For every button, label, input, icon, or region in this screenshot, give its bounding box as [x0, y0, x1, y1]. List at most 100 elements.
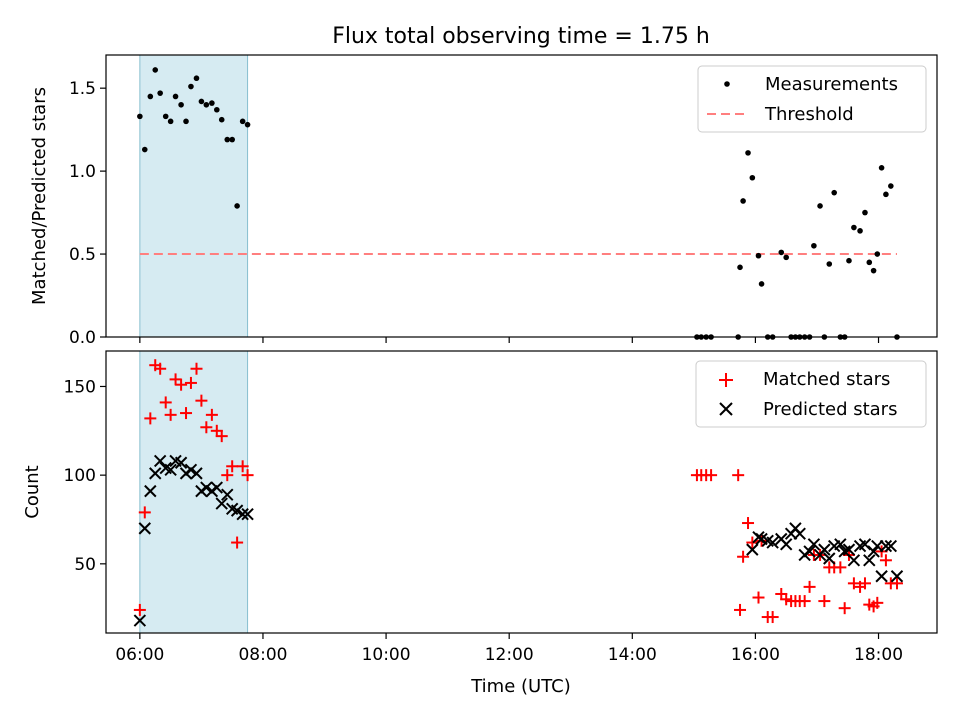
- ratio-ylabel: Matched/Predicted stars: [29, 87, 50, 305]
- predicted-star-point: [133, 614, 147, 627]
- measurement-point: [137, 113, 143, 120]
- measurement-point: [831, 189, 838, 196]
- measurement-point: [167, 118, 174, 125]
- measurement-point: [851, 224, 857, 231]
- y-tick-label: 0.0: [69, 328, 96, 348]
- matched-star-point: [195, 394, 208, 407]
- measurement-point: [188, 83, 194, 90]
- matched-star-point: [818, 595, 831, 608]
- predicted-star-point: [842, 543, 856, 556]
- measurement-point: [749, 174, 756, 181]
- predicted-star-point: [164, 463, 177, 477]
- measurement-point: [874, 251, 881, 257]
- predicted-star-point: [190, 467, 203, 480]
- predicted-star-point: [847, 554, 861, 567]
- y-tick-label: 1.0: [69, 162, 96, 182]
- measurement-point: [888, 183, 894, 189]
- x-tick-label: 08:00: [238, 645, 287, 665]
- measurement-point: [758, 281, 765, 287]
- legend-measurement-marker: [724, 81, 730, 87]
- matched-star-point: [746, 536, 759, 549]
- ratio-axes-frame: [105, 54, 938, 338]
- measurement-points: [137, 67, 900, 340]
- measurement-point: [870, 267, 877, 274]
- count-axes-frame: [105, 350, 938, 634]
- measurement-point: [846, 257, 852, 264]
- matched-star-point: [798, 595, 811, 608]
- matched-star-point: [705, 469, 718, 482]
- matched-star-point: [175, 378, 188, 391]
- matched-star-point: [803, 580, 816, 593]
- legend-matched: Matched stars: [763, 369, 890, 390]
- count-axis-ticks: 50 100 150 06:00 08:00 10:00 12:00 14:00 16:00 18…: [64, 377, 903, 665]
- ratio-panel: 0.0 0.5 1.0 1.5 Matched/Predicted stars Mea…: [29, 54, 938, 348]
- x-tick-label: 14:00: [608, 645, 657, 665]
- matched-star-point: [871, 596, 884, 609]
- measurement-point: [152, 67, 159, 73]
- predicted-star-point: [818, 543, 831, 556]
- predicted-star-point: [149, 467, 162, 480]
- measurement-point: [878, 165, 885, 171]
- y-tick-label: 150: [64, 377, 96, 397]
- predicted-star-point: [823, 552, 836, 565]
- measurement-point: [203, 101, 210, 108]
- chart-title: Flux total observing time = 1.75 h: [332, 24, 710, 49]
- ratio-axis-ticks: 0.0 0.5 1.0 1.5: [69, 79, 880, 348]
- x-tick-label: 16:00: [731, 645, 780, 665]
- legend-predicted-marker: [719, 402, 733, 416]
- matched-star-point: [154, 362, 167, 375]
- measurement-point: [178, 101, 184, 108]
- measurement-point: [141, 146, 148, 153]
- matched-star-point: [734, 603, 747, 616]
- xlabel: Time (UTC): [470, 676, 571, 697]
- matched-star-point: [231, 536, 244, 549]
- predicted-star-point: [875, 570, 888, 583]
- matched-star-point: [159, 396, 172, 409]
- matched-star-point: [200, 421, 213, 434]
- measurement-point: [162, 113, 169, 120]
- matched-star-point: [752, 591, 765, 604]
- matched-star-point: [732, 469, 745, 482]
- predicted-star-point: [779, 538, 793, 551]
- matched-star-point: [190, 362, 203, 375]
- predicted-star-point: [890, 570, 904, 583]
- matched-star-point: [221, 469, 234, 482]
- measurement-point: [147, 93, 154, 100]
- y-tick-label: 100: [64, 466, 96, 486]
- matched-star-point: [838, 602, 851, 615]
- matched-star-point: [144, 412, 157, 425]
- predicted-star-point: [863, 554, 876, 567]
- predicted-star-point: [858, 538, 872, 551]
- matched-star-point: [180, 407, 193, 420]
- matched-star-point: [879, 554, 892, 567]
- matched-star-point: [236, 460, 249, 473]
- matched-star-point: [215, 430, 228, 443]
- measurement-point: [857, 228, 863, 234]
- predicted-star-point: [746, 543, 759, 556]
- measurement-point: [229, 136, 235, 143]
- measurement-point: [826, 261, 833, 267]
- x-tick-label: 10:00: [362, 645, 411, 665]
- x-tick-label: 12:00: [485, 645, 534, 665]
- measurement-point: [755, 252, 762, 259]
- measurement-point: [866, 259, 873, 266]
- predicted-star-point: [210, 481, 224, 494]
- matched-star-point: [742, 517, 755, 530]
- matched-star-point: [205, 408, 218, 421]
- predicted-star-point: [867, 545, 880, 558]
- predicted-star-point: [236, 507, 249, 521]
- predicted-star-point: [221, 488, 234, 501]
- legend-threshold: Threshold: [764, 104, 854, 125]
- measurement-point: [224, 136, 231, 143]
- measurement-point: [214, 106, 220, 113]
- predicted-star-point: [793, 527, 806, 540]
- measurement-point: [783, 254, 789, 261]
- count-legend: Matched stars Predicted stars: [695, 360, 927, 428]
- y-tick-label: 50: [74, 555, 96, 575]
- predicted-star-point: [241, 507, 254, 521]
- measurement-point: [244, 121, 251, 128]
- matched-star-point: [184, 376, 197, 389]
- measurement-point: [198, 98, 205, 105]
- measurement-point: [193, 75, 200, 82]
- measurement-point: [778, 249, 785, 256]
